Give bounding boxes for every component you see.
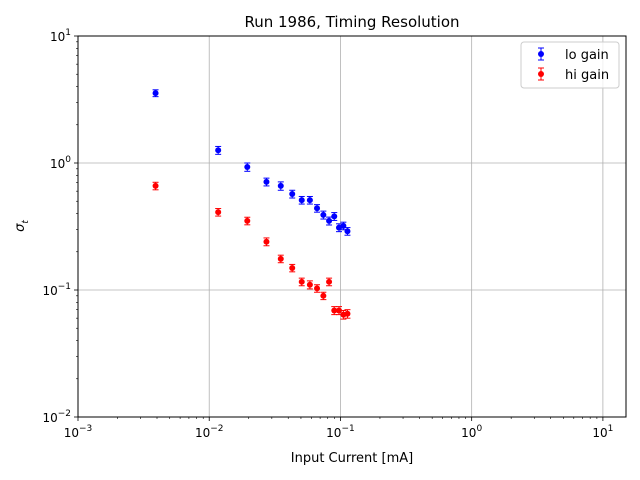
data-point xyxy=(298,197,305,204)
major-ticks xyxy=(74,35,604,421)
y-tick-label: 101 xyxy=(50,28,71,44)
y-tick-label-base: 10 xyxy=(42,411,57,425)
data-point xyxy=(263,238,270,245)
data-point xyxy=(244,217,251,224)
data-point xyxy=(289,191,296,198)
data-point xyxy=(152,182,159,189)
x-tick-label-base: 10 xyxy=(461,426,476,440)
x-tick-label: 10−3 xyxy=(64,424,93,440)
legend-label: hi gain xyxy=(565,68,609,83)
y-tick-label: 100 xyxy=(50,155,71,171)
data-point xyxy=(298,278,305,285)
data-point xyxy=(244,164,251,171)
y-axis-label: σt xyxy=(13,220,31,232)
legend: lo gain hi gain xyxy=(520,41,620,89)
x-tick-label: 10−2 xyxy=(195,424,224,440)
data-point xyxy=(320,292,327,299)
x-tick-label-base: 10 xyxy=(195,426,210,440)
data-point xyxy=(289,265,296,272)
legend-box xyxy=(520,41,620,89)
x-tick-label-exponent: −3 xyxy=(79,424,92,434)
x-axis-label: Input Current [mA] xyxy=(291,451,413,466)
y-tick-label-base: 10 xyxy=(50,157,65,171)
data-point xyxy=(326,217,333,224)
x-tick-label: 10−1 xyxy=(326,424,355,440)
y-tick-label-exponent: −1 xyxy=(58,282,71,292)
legend-marker xyxy=(538,51,544,57)
series-lo-gain xyxy=(152,89,351,236)
series-layer xyxy=(152,89,351,320)
y-tick-label-base: 10 xyxy=(50,30,65,44)
data-point xyxy=(331,213,338,220)
x-tick-label: 101 xyxy=(592,424,613,440)
x-tick-label-base: 10 xyxy=(592,426,607,440)
y-tick-label-exponent: 1 xyxy=(65,28,71,38)
x-tick-label-exponent: 0 xyxy=(476,424,482,434)
data-point xyxy=(306,281,313,288)
x-tick-label-exponent: −1 xyxy=(341,424,354,434)
data-point xyxy=(320,211,327,218)
series-hi-gain xyxy=(152,181,351,320)
data-point xyxy=(314,285,321,292)
x-tick-label-base: 10 xyxy=(64,426,79,440)
data-point xyxy=(152,90,159,97)
y-tick-label: 10−1 xyxy=(42,282,71,298)
data-point xyxy=(215,209,222,216)
x-tick-label-base: 10 xyxy=(326,426,341,440)
data-point xyxy=(344,228,351,235)
data-point xyxy=(336,307,343,314)
legend-entries: lo gain hi gain xyxy=(538,47,609,83)
y-tick-label-exponent: −2 xyxy=(58,409,71,419)
data-point xyxy=(215,147,222,154)
x-tick-label-exponent: −2 xyxy=(210,424,223,434)
x-tick-label-exponent: 1 xyxy=(608,424,614,434)
data-point xyxy=(306,197,313,204)
y-tick-label-exponent: 0 xyxy=(65,155,71,165)
data-point xyxy=(277,255,284,262)
data-point xyxy=(331,307,338,314)
y-axis-label-sub: t xyxy=(21,220,31,224)
y-tick-label-base: 10 xyxy=(42,284,57,298)
legend-marker xyxy=(538,71,544,77)
data-point xyxy=(326,278,333,285)
data-point xyxy=(277,182,284,189)
data-point xyxy=(314,205,321,212)
y-tick-label: 10−2 xyxy=(42,409,71,425)
legend-label: lo gain xyxy=(565,48,609,63)
data-point xyxy=(344,310,351,317)
y-axis-label-base: σ xyxy=(13,223,28,232)
chart-title: Run 1986, Timing Resolution xyxy=(244,13,459,31)
data-point xyxy=(263,178,270,185)
plot-frame xyxy=(77,35,627,418)
x-tick-label: 100 xyxy=(461,424,482,440)
